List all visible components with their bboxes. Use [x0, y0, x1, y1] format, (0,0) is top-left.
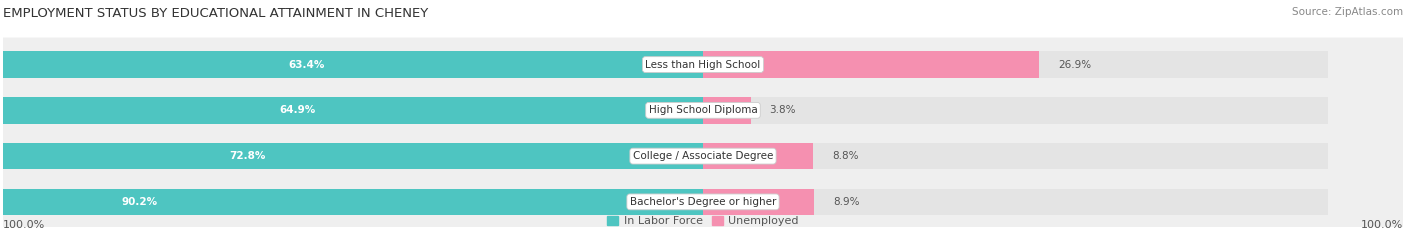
FancyBboxPatch shape [703, 97, 1329, 124]
Text: 26.9%: 26.9% [1059, 60, 1091, 70]
FancyBboxPatch shape [703, 143, 813, 169]
FancyBboxPatch shape [77, 143, 703, 169]
Text: 8.9%: 8.9% [832, 197, 859, 207]
FancyBboxPatch shape [0, 97, 703, 124]
Text: 72.8%: 72.8% [229, 151, 266, 161]
Text: Less than High School: Less than High School [645, 60, 761, 70]
Legend: In Labor Force, Unemployed: In Labor Force, Unemployed [603, 211, 803, 230]
FancyBboxPatch shape [0, 188, 703, 215]
FancyBboxPatch shape [77, 188, 703, 215]
FancyBboxPatch shape [703, 51, 1039, 78]
Text: 8.8%: 8.8% [832, 151, 858, 161]
Text: Bachelor's Degree or higher: Bachelor's Degree or higher [630, 197, 776, 207]
FancyBboxPatch shape [703, 188, 1329, 215]
Text: Source: ZipAtlas.com: Source: ZipAtlas.com [1292, 7, 1403, 17]
FancyBboxPatch shape [1, 83, 1405, 137]
FancyBboxPatch shape [703, 143, 1329, 169]
FancyBboxPatch shape [0, 51, 703, 78]
FancyBboxPatch shape [703, 97, 751, 124]
FancyBboxPatch shape [1, 129, 1405, 183]
FancyBboxPatch shape [703, 51, 1329, 78]
FancyBboxPatch shape [0, 143, 703, 169]
Text: High School Diploma: High School Diploma [648, 105, 758, 115]
FancyBboxPatch shape [1, 175, 1405, 229]
Text: 90.2%: 90.2% [121, 197, 157, 207]
Text: College / Associate Degree: College / Associate Degree [633, 151, 773, 161]
Text: 63.4%: 63.4% [288, 60, 325, 70]
FancyBboxPatch shape [77, 51, 703, 78]
FancyBboxPatch shape [703, 188, 814, 215]
Text: 3.8%: 3.8% [769, 105, 796, 115]
Text: 100.0%: 100.0% [1361, 220, 1403, 230]
Text: 64.9%: 64.9% [280, 105, 315, 115]
Text: EMPLOYMENT STATUS BY EDUCATIONAL ATTAINMENT IN CHENEY: EMPLOYMENT STATUS BY EDUCATIONAL ATTAINM… [3, 7, 427, 20]
Text: 100.0%: 100.0% [3, 220, 45, 230]
FancyBboxPatch shape [1, 38, 1405, 92]
FancyBboxPatch shape [77, 97, 703, 124]
